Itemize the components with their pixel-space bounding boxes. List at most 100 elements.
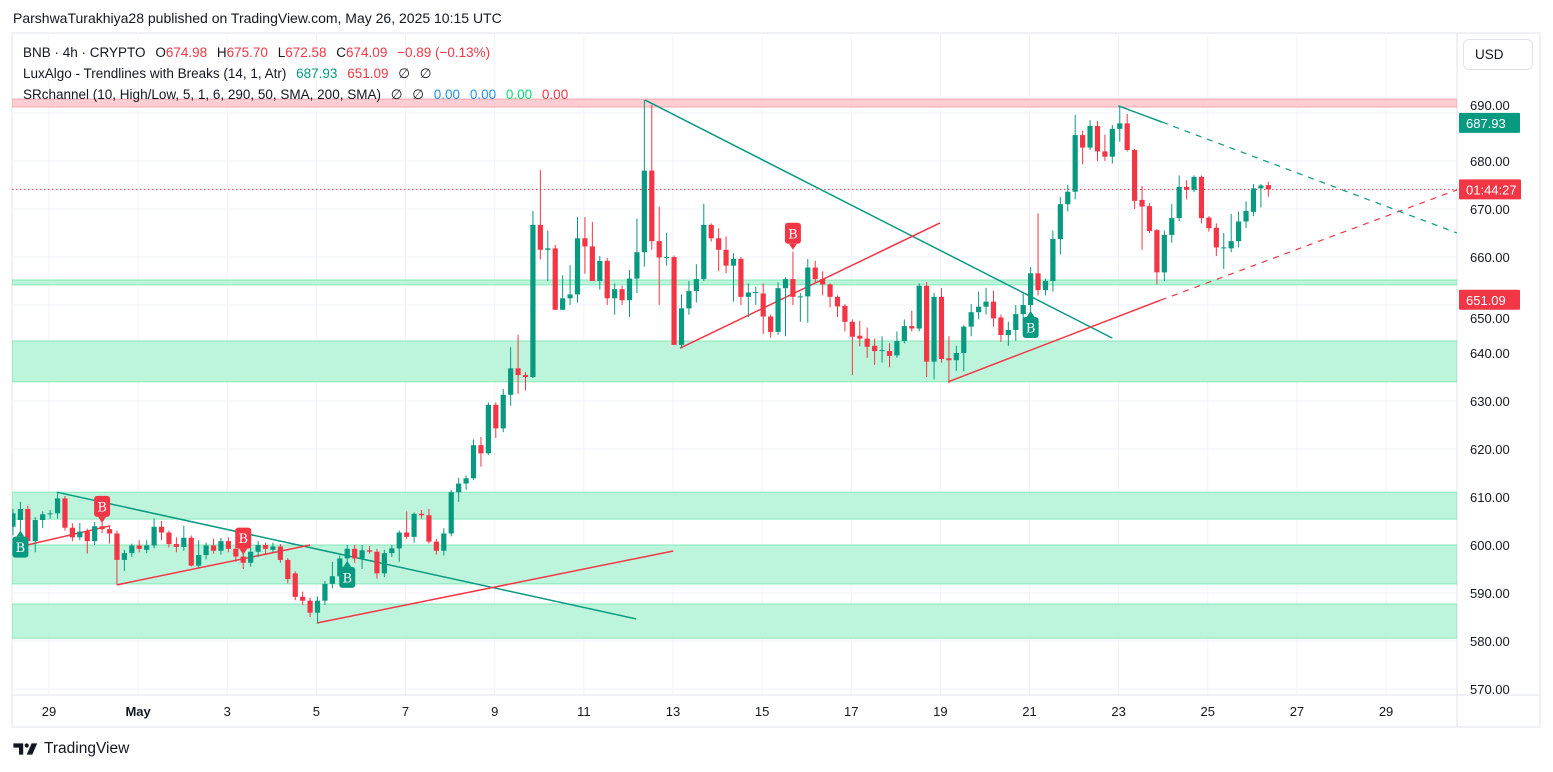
candle-body [25, 509, 31, 542]
candle-body [292, 573, 298, 597]
indicator-name[interactable]: SRchannel (10, High/Low, 5, 1, 6, 290, 5… [23, 87, 381, 102]
candle-body [1102, 151, 1108, 157]
candle [129, 543, 135, 557]
candle [641, 100, 647, 267]
candle [478, 437, 484, 467]
candle-body [121, 553, 127, 560]
candle [864, 327, 870, 358]
signal-text: B [1026, 322, 1036, 337]
candle-body [983, 301, 989, 307]
candle [686, 281, 692, 315]
signal-text: B [342, 571, 352, 586]
candle-body [1213, 227, 1219, 248]
candle [879, 336, 885, 363]
candle-body [812, 267, 818, 280]
candle-body [114, 533, 120, 560]
price-tag: 687.93 [1459, 112, 1520, 133]
candle-body [262, 545, 269, 549]
candle-body [225, 541, 231, 549]
candle [181, 525, 187, 551]
candle-body [582, 238, 588, 247]
candle-body [730, 258, 737, 266]
candle-body [1228, 241, 1234, 249]
candle [619, 285, 625, 305]
candle-body [32, 520, 38, 542]
candle-body [953, 353, 959, 361]
candle-body [530, 224, 536, 377]
candle [1228, 213, 1234, 253]
candle-body [968, 312, 974, 327]
candle [389, 545, 395, 557]
candle-body [344, 548, 350, 559]
price-axis-label: 650.00 [1470, 311, 1510, 326]
price-axis-label: 640.00 [1470, 346, 1510, 361]
candle-body [218, 541, 224, 551]
candle-body [248, 551, 254, 563]
candle-body [144, 545, 150, 550]
time-axis-label: 7 [402, 704, 409, 719]
price-axis-label: 670.00 [1470, 202, 1510, 217]
candle [834, 295, 841, 317]
candle [1265, 181, 1271, 197]
symbol-title[interactable]: BNB · 4h · CRYPTO [23, 45, 146, 60]
candle-body [693, 279, 699, 292]
candle [1109, 125, 1115, 164]
time-axis-label: 19 [933, 704, 947, 719]
candle [32, 517, 38, 553]
candle-body [1184, 186, 1190, 190]
time-axis-label: 17 [844, 704, 858, 719]
candle-body [359, 550, 365, 559]
candle-body [820, 279, 826, 285]
candle-body [775, 288, 781, 332]
candle-body [493, 404, 499, 429]
candle [782, 277, 789, 337]
indicator-name[interactable]: LuxAlgo - Trendlines with Breaks (14, 1,… [23, 66, 287, 81]
candle [753, 286, 759, 305]
candle [775, 282, 781, 335]
time-axis-label: 29 [1379, 704, 1393, 719]
candle-body [77, 531, 83, 538]
candle [69, 523, 75, 542]
candle-body [500, 394, 506, 429]
candle [990, 290, 997, 327]
time-axis-label: 27 [1290, 704, 1304, 719]
candle [545, 230, 551, 281]
candle-body [790, 279, 796, 297]
price-axis-label: 620.00 [1470, 442, 1510, 457]
candle [1184, 180, 1190, 200]
break-signal-label: B [235, 527, 252, 555]
candle-body [1050, 239, 1056, 281]
candle-body [738, 258, 744, 297]
candle-body [1132, 149, 1138, 201]
candle [530, 210, 536, 378]
candle [456, 477, 462, 502]
candle [500, 389, 506, 433]
candle [1154, 229, 1160, 285]
candle-body [1161, 234, 1167, 273]
candle [1035, 213, 1041, 296]
candle [560, 275, 566, 310]
candle [916, 283, 922, 332]
candle [270, 542, 276, 553]
candle [693, 264, 699, 303]
candle [604, 257, 610, 305]
signal-text: B [16, 541, 26, 556]
signal-pointer [16, 530, 25, 537]
candle [307, 597, 313, 617]
candle-body [210, 545, 217, 551]
candle [441, 528, 447, 556]
candle-body [441, 533, 447, 551]
candle-body [768, 316, 774, 332]
candle-body [448, 492, 454, 534]
candle-body [857, 335, 863, 339]
candle-body [1035, 273, 1041, 291]
candle-body [886, 351, 893, 356]
candle [62, 496, 68, 531]
candle [277, 544, 283, 563]
candle-body [545, 248, 551, 250]
candle-body [1191, 176, 1197, 190]
candle [1213, 223, 1219, 257]
indicator-value: ∅ [419, 66, 432, 81]
currency-button[interactable]: USD [1463, 39, 1533, 70]
